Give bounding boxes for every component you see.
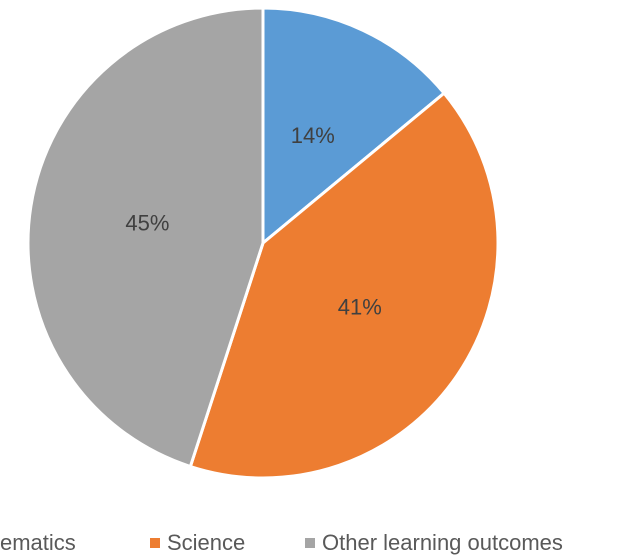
pie-slice	[261, 6, 447, 247]
legend-label: ematics	[0, 530, 76, 555]
data-label: 14%	[291, 123, 335, 148]
pie-slice	[188, 91, 500, 480]
pie-slice	[26, 6, 265, 469]
legend-label: Other learning outcomes	[322, 530, 563, 555]
legend-swatch	[150, 538, 160, 548]
data-label: 41%	[338, 295, 382, 320]
data-label: 45%	[125, 211, 169, 236]
legend-label: Science	[167, 530, 245, 555]
legend-swatch	[305, 538, 315, 548]
